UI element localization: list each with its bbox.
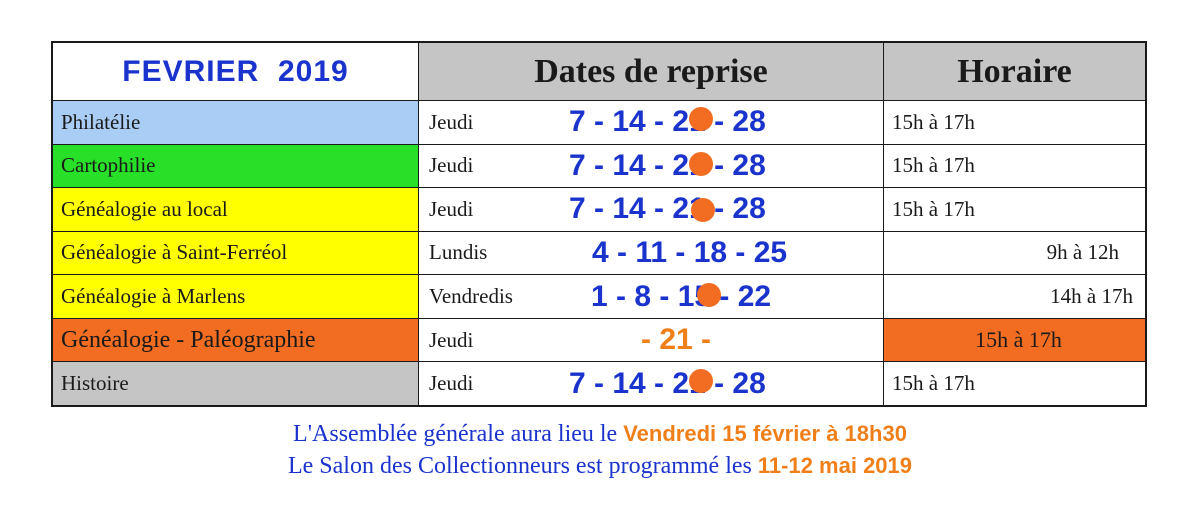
- time-cell: 15h à 17h: [884, 362, 1145, 405]
- cancelled-date-dot: [689, 369, 713, 394]
- activity-cell: Généalogie au local: [53, 188, 418, 231]
- time-header: Horaire: [884, 43, 1145, 100]
- time-cell: 14h à 17h: [884, 275, 1145, 318]
- cancelled-date-dot: [697, 283, 721, 308]
- dates-list: 4 - 11 - 18 - 25: [592, 235, 788, 269]
- weekday-label: Jeudi: [429, 196, 474, 221]
- activity-cell: Généalogie - Paléographie: [53, 318, 418, 362]
- announcement-date: Vendredi 15 février à 18h30: [623, 421, 907, 446]
- dates-cell: Vendredis 1 - 8 - 15 - 22: [419, 275, 883, 318]
- dates-list: 1 - 8 - 15 - 22: [591, 279, 772, 313]
- dates-list: - 21 -: [641, 323, 712, 357]
- cancelled-date-dot: [689, 107, 713, 131]
- time-cell: 15h à 17h: [884, 318, 1145, 362]
- activity-cell: Histoire: [53, 362, 418, 405]
- dates-cell: Jeudi - 21 -: [419, 318, 883, 362]
- announcement-text: L'Assemblée générale aura lieu le: [293, 421, 624, 447]
- dates-header: Dates de reprise: [419, 43, 883, 100]
- announcement-date: 11-12 mai 2019: [757, 453, 913, 478]
- weekday-label: Vendredis: [429, 284, 513, 309]
- time-cell: 9h à 12h: [884, 231, 1145, 275]
- weekday-label: Jeudi: [429, 327, 474, 352]
- activity-cell: Généalogie à Saint-Ferréol: [53, 231, 418, 275]
- weekday-label: Jeudi: [429, 109, 474, 134]
- weekday-label: Jeudi: [429, 153, 474, 178]
- cancelled-date-dot: [689, 151, 713, 176]
- dates-list: 7 - 14 - 21 - 28: [569, 105, 766, 139]
- assembly-announcement: L'Assemblée générale aura lieu le Vendre…: [0, 421, 1200, 448]
- activity-cell: Cartophilie: [53, 144, 418, 188]
- dates-cell: Jeudi 7 - 14 - 21 - 28: [419, 144, 883, 188]
- time-cell: 15h à 17h: [884, 144, 1145, 188]
- month-title: FEVRIER 2019: [53, 43, 418, 100]
- dates-cell: Jeudi 7 - 14 - 21 - 28: [419, 188, 883, 231]
- activity-cell: Philatélie: [53, 101, 418, 144]
- dates-list: 7 - 14 - 21 - 28: [569, 148, 766, 182]
- announcement-text: Le Salon des Collectionneurs est program…: [287, 453, 758, 479]
- dates-cell: Jeudi 7 - 14 - 21 - 28: [419, 101, 883, 144]
- activity-cell: Généalogie à Marlens: [53, 275, 418, 318]
- weekday-label: Lundis: [429, 240, 488, 265]
- time-cell: 15h à 17h: [884, 101, 1145, 144]
- dates-cell: Lundis 4 - 11 - 18 - 25: [419, 231, 883, 275]
- salon-announcement: Le Salon des Collectionneurs est program…: [0, 453, 1200, 480]
- weekday-label: Jeudi: [429, 371, 474, 396]
- dates-list: 7 - 14 - 21 - 28: [569, 366, 766, 400]
- dates-cell: Jeudi 7 - 14 - 21 - 28: [419, 362, 883, 405]
- dates-list: 7 - 14 - 21 - 28: [569, 192, 766, 226]
- cancelled-date-dot: [691, 198, 715, 223]
- time-cell: 15h à 17h: [884, 188, 1145, 231]
- schedule-table: FEVRIER 2019 Dates de reprise Horaire Ph…: [51, 41, 1147, 407]
